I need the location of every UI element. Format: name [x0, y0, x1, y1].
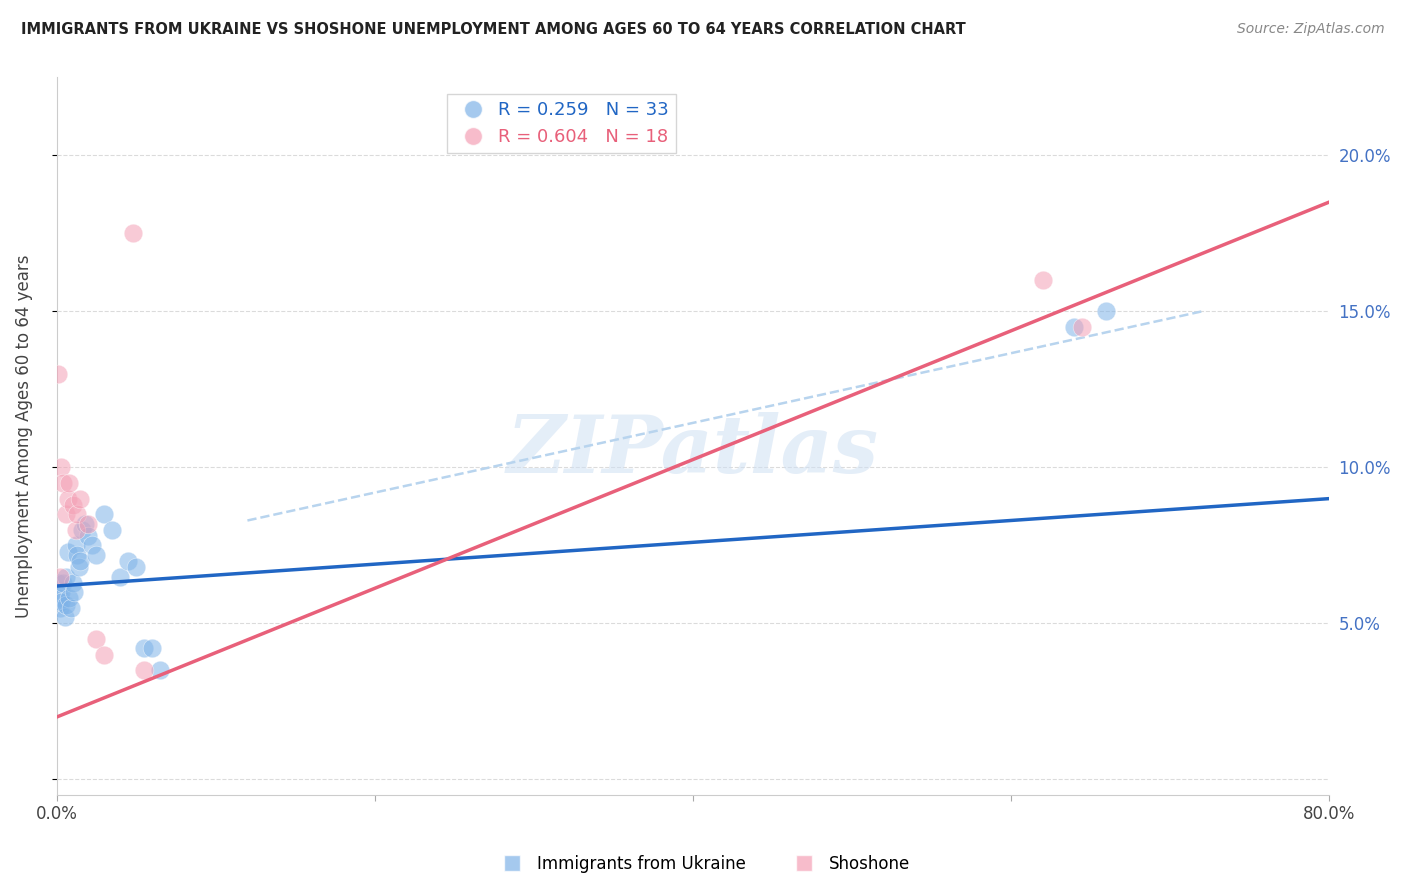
Point — [86, 548, 108, 562]
Point — [75, 516, 97, 531]
Point — [55, 569, 77, 583]
Point — [66, 508, 89, 522]
Point — [86, 632, 108, 646]
Point — [58, 591, 80, 606]
Point — [69, 491, 91, 506]
Text: IMMIGRANTS FROM UKRAINE VS SHOSHONE UNEMPLOYMENT AMONG AGES 60 TO 64 YEARS CORRE: IMMIGRANTS FROM UKRAINE VS SHOSHONE UNEM… — [21, 22, 966, 37]
Point — [56, 491, 79, 506]
Point — [110, 569, 132, 583]
Point — [51, 594, 73, 608]
Point — [141, 641, 163, 656]
Point — [55, 598, 77, 612]
Point — [49, 600, 72, 615]
Point — [101, 523, 124, 537]
Point — [63, 585, 86, 599]
Point — [93, 648, 115, 662]
Point — [55, 508, 77, 522]
Point — [46, 575, 69, 590]
Point — [132, 641, 155, 656]
Text: ZIPatlas: ZIPatlas — [506, 412, 879, 490]
Point — [1063, 320, 1085, 334]
Point — [51, 460, 73, 475]
Point — [59, 600, 82, 615]
Point — [58, 476, 80, 491]
Point — [66, 548, 89, 562]
Legend: Immigrants from Ukraine, Shoshone: Immigrants from Ukraine, Shoshone — [489, 848, 917, 880]
Point — [80, 538, 103, 552]
Text: Source: ZipAtlas.com: Source: ZipAtlas.com — [1237, 22, 1385, 37]
Point — [67, 560, 90, 574]
Point — [62, 575, 84, 590]
Point — [49, 591, 72, 606]
Point — [51, 585, 73, 599]
Point — [46, 367, 69, 381]
Point — [52, 476, 75, 491]
Legend: R = 0.259   N = 33, R = 0.604   N = 18: R = 0.259 N = 33, R = 0.604 N = 18 — [447, 94, 676, 153]
Point — [122, 227, 145, 241]
Point — [70, 523, 93, 537]
Point — [125, 560, 148, 574]
Point — [77, 516, 100, 531]
Point — [56, 544, 79, 558]
Point — [65, 538, 87, 552]
Point — [93, 508, 115, 522]
Point — [62, 498, 84, 512]
Point — [132, 663, 155, 677]
Point — [1071, 320, 1094, 334]
Point — [1031, 273, 1053, 287]
Point — [65, 523, 87, 537]
Point — [77, 529, 100, 543]
Y-axis label: Unemployment Among Ages 60 to 64 years: Unemployment Among Ages 60 to 64 years — [15, 254, 32, 618]
Point — [1095, 304, 1118, 318]
Point — [69, 554, 91, 568]
Point — [117, 554, 139, 568]
Point — [53, 610, 76, 624]
Point — [49, 569, 72, 583]
Point — [52, 575, 75, 590]
Point — [149, 663, 172, 677]
